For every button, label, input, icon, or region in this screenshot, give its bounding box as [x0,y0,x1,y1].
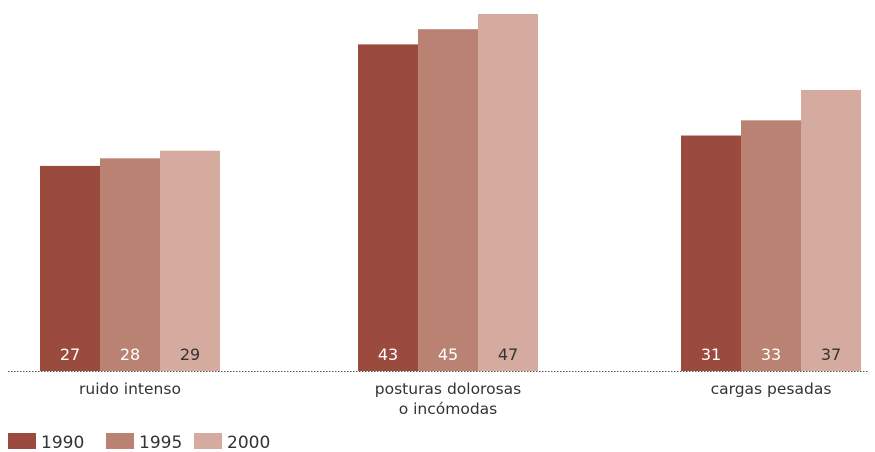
legend-swatch-1990 [8,433,36,449]
bar-value-label: 29 [180,345,200,364]
bar-cargas-pesadas-2000 [801,89,861,371]
bar-value-label: 31 [701,345,721,364]
bar-value-label: 27 [60,345,80,364]
legend-label-2000: 2000 [227,433,270,452]
bar-posturas-dolorosas-1995 [418,29,478,371]
bar-value-label: 45 [438,345,458,364]
bar-ruido-intenso-1995 [100,158,160,371]
category-label-posturas-dolorosas: o incómodas [399,400,498,418]
bar-cargas-pesadas-1995 [741,120,801,371]
legend-swatch-1995 [106,433,134,449]
legend-swatch-2000 [194,433,222,449]
bar-cargas-pesadas-1990 [681,135,741,371]
bar-ruido-intenso-2000 [160,150,220,371]
bar-value-label: 28 [120,345,140,364]
bar-posturas-dolorosas-1990 [358,44,418,371]
category-labels: ruido intenso posturas dolorosas o incómod… [79,380,831,418]
bar-value-label: 37 [821,345,841,364]
legend: 1990 1995 2000 [8,433,270,452]
category-label-cargas-pesadas: cargas pesadas [711,380,832,398]
bar-ruido-intenso-1990 [40,165,100,371]
bar-value-label: 33 [761,345,781,364]
bar-value-label: 47 [498,345,518,364]
category-label-ruido-intenso: ruido intenso [79,380,181,398]
bars-group: 27 28 29 43 45 47 31 33 37 [40,14,861,371]
legend-label-1990: 1990 [41,433,84,452]
category-label-posturas-dolorosas: posturas dolorosas [375,380,521,398]
bar-posturas-dolorosas-2000 [478,14,538,371]
legend-label-1995: 1995 [139,433,182,452]
bar-value-label: 43 [378,345,398,364]
